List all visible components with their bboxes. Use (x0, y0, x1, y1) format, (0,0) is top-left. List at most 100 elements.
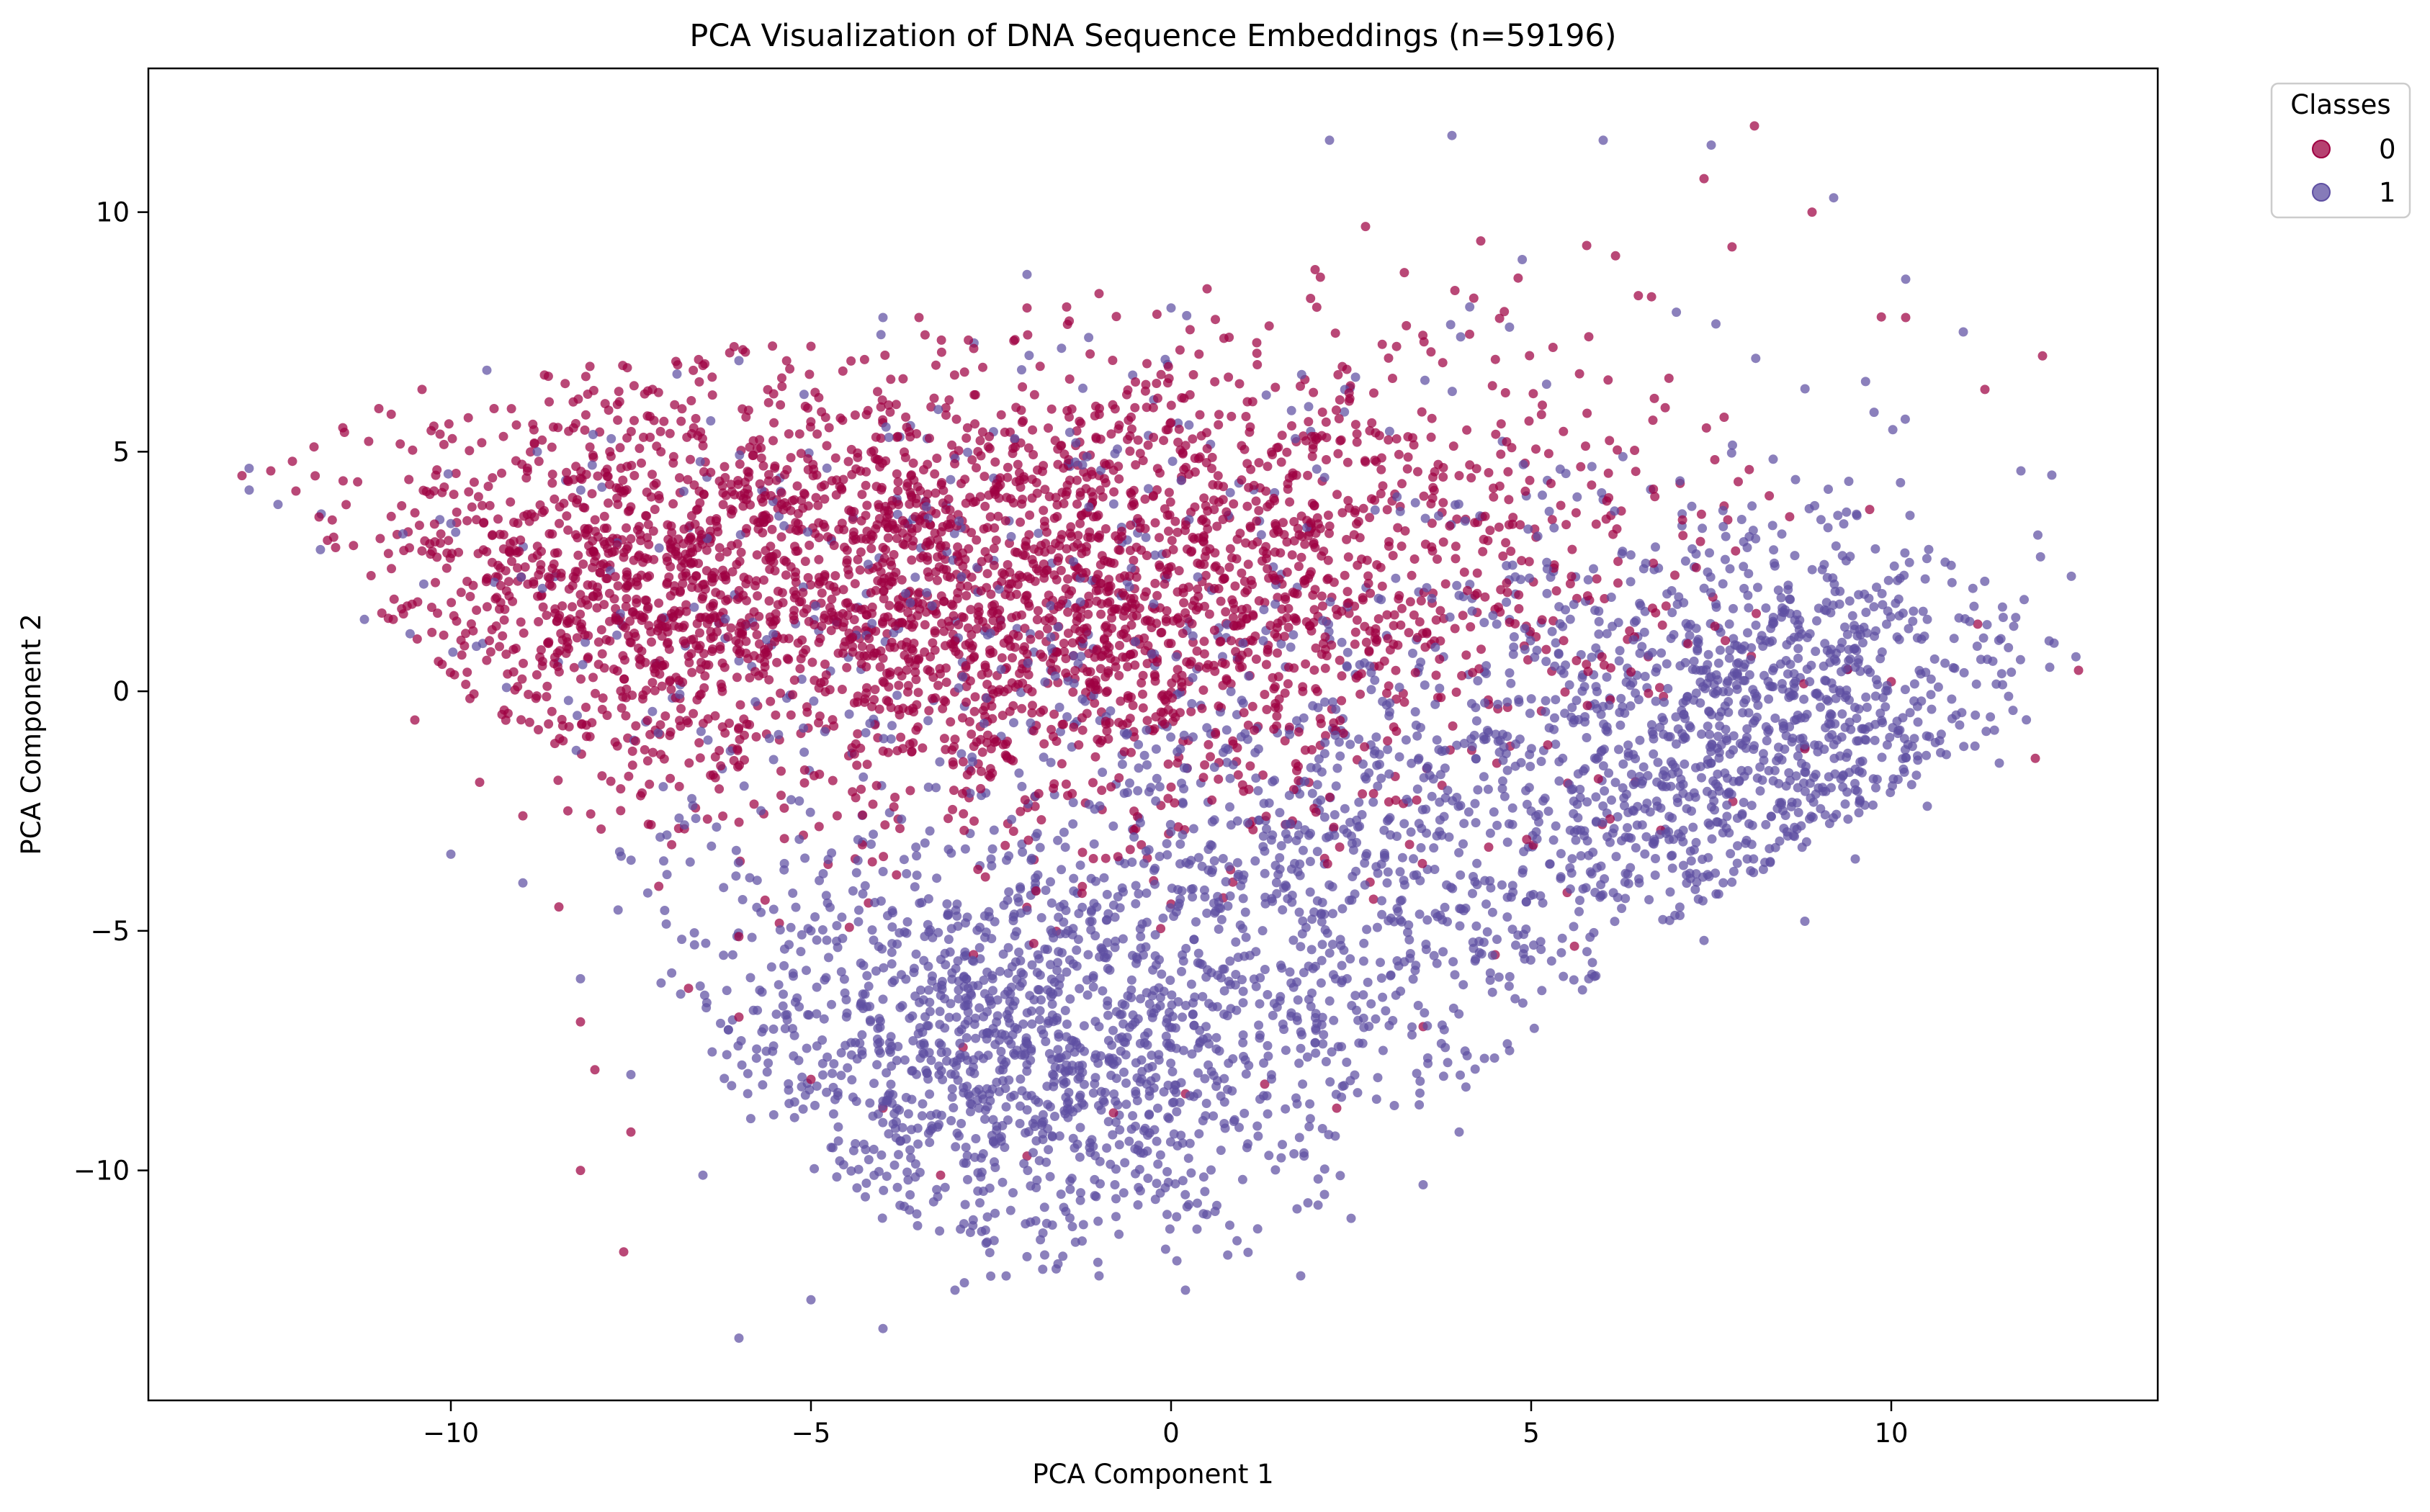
point-class-0 (1202, 428, 1211, 438)
point-class-0 (314, 512, 324, 522)
point-class-0 (569, 662, 579, 672)
point-class-1 (1675, 911, 1685, 920)
point-class-1 (1820, 675, 1830, 685)
point-class-1 (956, 1119, 967, 1128)
point-class-1 (1707, 834, 1717, 844)
point-class-1 (1053, 622, 1063, 632)
point-class-0 (688, 547, 698, 557)
point-class-0 (431, 470, 441, 480)
point-class-0 (1435, 636, 1445, 646)
point-class-0 (644, 621, 654, 631)
point-class-1 (2071, 652, 2081, 662)
point-class-1 (959, 951, 969, 961)
point-class-1 (1054, 702, 1064, 712)
point-class-0 (805, 580, 815, 590)
point-class-1 (1346, 1213, 1356, 1223)
point-class-0 (1433, 459, 1443, 469)
point-class-1 (1022, 1066, 1032, 1076)
point-class-1 (1032, 829, 1042, 838)
point-class-1 (1555, 618, 1565, 629)
point-class-1 (1070, 1143, 1080, 1153)
point-class-0 (908, 458, 918, 468)
point-class-0 (1309, 501, 1319, 511)
point-class-0 (837, 685, 847, 694)
point-class-1 (944, 1012, 954, 1022)
point-class-0 (964, 716, 974, 726)
point-class-0 (489, 404, 499, 413)
point-class-1 (857, 1030, 867, 1040)
point-class-1 (739, 781, 749, 791)
point-class-1 (1767, 521, 1777, 531)
point-class-0 (1028, 938, 1039, 948)
point-class-0 (1167, 678, 1177, 688)
point-class-1 (1188, 892, 1198, 902)
point-class-1 (688, 801, 698, 811)
point-class-0 (1279, 530, 1289, 540)
point-class-0 (1221, 507, 1232, 517)
point-class-0 (797, 495, 807, 505)
point-class-1 (869, 829, 878, 840)
point-class-1 (1893, 575, 1903, 585)
point-class-0 (883, 533, 893, 543)
point-class-0 (670, 400, 680, 410)
point-class-0 (1361, 637, 1371, 647)
point-class-1 (1852, 646, 1862, 655)
point-class-1 (734, 1333, 744, 1343)
point-class-0 (1090, 752, 1100, 762)
point-class-0 (1148, 490, 1158, 500)
point-class-0 (1419, 491, 1429, 501)
point-class-1 (1337, 904, 1348, 914)
point-class-1 (1714, 711, 1724, 721)
point-class-1 (965, 788, 975, 798)
point-class-0 (1197, 703, 1207, 714)
point-class-1 (1886, 612, 1896, 622)
point-class-1 (1155, 852, 1165, 861)
point-class-1 (1006, 531, 1016, 541)
point-class-1 (1783, 669, 1793, 679)
point-class-1 (1554, 649, 1564, 660)
point-class-0 (878, 746, 888, 756)
point-class-1 (1238, 894, 1248, 904)
point-class-0 (1355, 689, 1366, 699)
point-class-0 (604, 405, 614, 415)
point-class-0 (856, 784, 866, 794)
point-class-1 (1671, 712, 1681, 722)
point-class-0 (1367, 418, 1377, 428)
point-class-1 (1502, 912, 1512, 922)
point-class-1 (797, 674, 807, 684)
point-class-1 (974, 942, 985, 953)
point-class-1 (1307, 914, 1317, 924)
point-class-0 (563, 806, 573, 816)
point-class-1 (812, 1081, 822, 1091)
point-class-1 (1942, 750, 1951, 760)
point-class-1 (900, 1055, 910, 1065)
point-class-1 (933, 1192, 943, 1202)
point-class-1 (1035, 842, 1045, 852)
point-class-0 (1022, 303, 1032, 313)
point-class-1 (1084, 333, 1094, 343)
point-class-1 (817, 925, 828, 935)
point-class-0 (237, 471, 247, 481)
point-class-0 (930, 469, 940, 479)
point-class-0 (930, 528, 940, 538)
point-class-0 (635, 444, 645, 454)
point-class-1 (1038, 1264, 1048, 1274)
point-class-0 (736, 547, 746, 557)
point-class-1 (1933, 682, 1943, 692)
point-class-1 (1225, 1220, 1234, 1230)
point-class-0 (1342, 457, 1353, 467)
point-class-0 (717, 658, 727, 668)
point-class-0 (822, 441, 832, 451)
point-class-0 (1438, 537, 1448, 547)
point-class-1 (443, 469, 453, 479)
point-class-1 (1420, 1008, 1430, 1018)
point-class-0 (1531, 444, 1541, 454)
point-class-0 (1309, 387, 1319, 397)
point-class-0 (947, 440, 957, 450)
point-class-0 (1010, 335, 1020, 345)
point-class-0 (1142, 402, 1152, 413)
point-class-1 (940, 1023, 950, 1033)
point-class-1 (745, 873, 755, 883)
point-class-1 (1142, 917, 1152, 927)
point-class-1 (1261, 390, 1271, 400)
